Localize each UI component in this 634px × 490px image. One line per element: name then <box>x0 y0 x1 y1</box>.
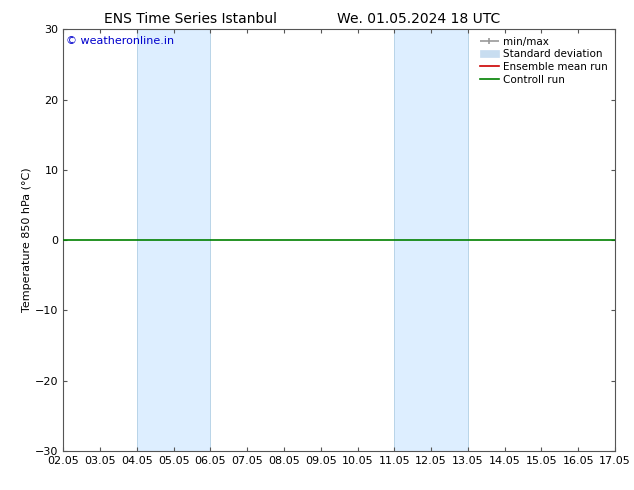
Legend: min/max, Standard deviation, Ensemble mean run, Controll run: min/max, Standard deviation, Ensemble me… <box>478 35 610 87</box>
Y-axis label: Temperature 850 hPa (°C): Temperature 850 hPa (°C) <box>22 168 32 313</box>
Bar <box>394 29 468 451</box>
Text: © weatheronline.in: © weatheronline.in <box>66 36 174 46</box>
Bar <box>137 29 210 451</box>
Text: ENS Time Series Istanbul: ENS Time Series Istanbul <box>104 12 276 26</box>
Text: We. 01.05.2024 18 UTC: We. 01.05.2024 18 UTC <box>337 12 500 26</box>
